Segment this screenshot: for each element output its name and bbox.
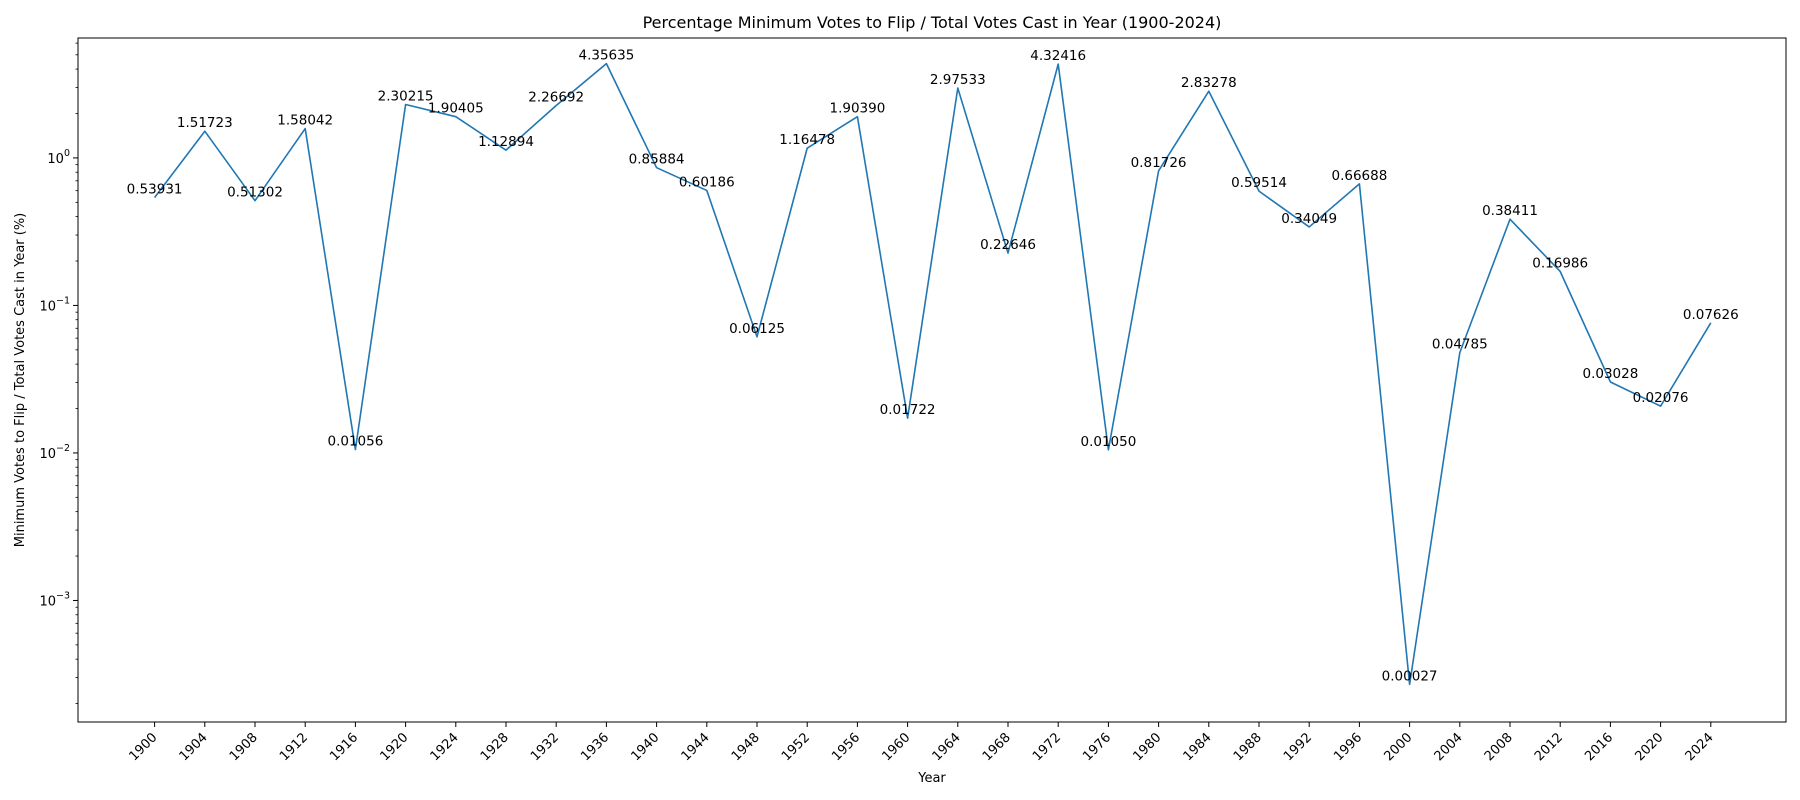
series-line — [153, 62, 1712, 686]
x-tick-label: 2012 — [1532, 730, 1566, 764]
data-label: 1.16478 — [779, 132, 835, 148]
x-tick-label: 1940 — [628, 730, 662, 764]
data-label: 0.34049 — [1281, 211, 1337, 227]
data-label: 0.59514 — [1231, 175, 1287, 191]
x-tick-label: 1960 — [879, 730, 913, 764]
x-tick-label: 2016 — [1582, 730, 1616, 764]
data-label: 4.35635 — [578, 48, 634, 64]
data-label: 2.26692 — [528, 89, 584, 105]
x-tick-label: 1944 — [679, 730, 713, 764]
x-tick-label: 1992 — [1281, 730, 1315, 764]
plot-area-border — [77, 37, 1787, 723]
y-tick-label: 10−1 — [39, 295, 70, 314]
data-label: 1.51723 — [177, 115, 233, 131]
x-tick-label: 2020 — [1632, 730, 1666, 764]
data-label: 2.30215 — [378, 88, 434, 104]
plot-frame — [77, 37, 1787, 723]
y-axis-ticks: 10−3 10−2 10−1 100 — [39, 42, 78, 704]
x-tick-label: 1900 — [126, 730, 160, 764]
data-label: 0.01050 — [1080, 434, 1136, 450]
data-label: 0.51302 — [227, 185, 283, 201]
data-label: 0.01722 — [880, 402, 936, 418]
data-label: 0.66688 — [1331, 168, 1387, 184]
x-tick-label: 1996 — [1331, 730, 1365, 764]
data-labels: 0.53931 1.51723 0.51302 1.58042 0.01056 2.302… — [127, 48, 1739, 685]
x-tick-label: 2004 — [1432, 730, 1466, 764]
x-tick-label: 1984 — [1181, 730, 1215, 764]
data-label: 1.90390 — [829, 101, 885, 117]
chart-title: Percentage Minimum Votes to Flip / Total… — [643, 13, 1222, 32]
data-label: 0.85884 — [629, 152, 685, 168]
y-tick-label: 100 — [47, 148, 70, 167]
x-tick-label: 1956 — [829, 730, 863, 764]
x-tick-label: 1936 — [578, 730, 612, 764]
data-label: 1.90405 — [428, 101, 484, 117]
x-tick-label: 1964 — [930, 730, 964, 764]
x-tick-label: 1952 — [779, 730, 813, 764]
x-axis-ticks: 1900 1904 1908 1912 1916 1920 1924 1928 1932 1936… — [126, 722, 1717, 764]
x-tick-label: 2000 — [1381, 730, 1415, 764]
x-tick-label: 1948 — [729, 730, 763, 764]
x-tick-label: 1932 — [528, 730, 562, 764]
data-label: 0.38411 — [1482, 203, 1538, 219]
x-tick-label: 2008 — [1482, 730, 1516, 764]
data-label: 0.02076 — [1633, 390, 1689, 406]
data-label: 2.83278 — [1181, 75, 1237, 91]
data-label: 0.00027 — [1382, 668, 1438, 684]
x-tick-label: 1988 — [1231, 730, 1265, 764]
y-tick-label: 10−3 — [39, 590, 70, 609]
x-tick-label: 1908 — [227, 730, 261, 764]
data-label: 0.60186 — [679, 174, 735, 190]
x-tick-label: 1972 — [1030, 730, 1064, 764]
x-tick-label: 2024 — [1683, 730, 1717, 764]
y-axis-label: Minimum Votes to Flip / Total Votes Cast… — [13, 213, 28, 548]
x-tick-label: 1968 — [980, 730, 1014, 764]
x-tick-label: 1904 — [177, 730, 211, 764]
data-label: 0.53931 — [127, 181, 183, 197]
data-label: 4.32416 — [1030, 48, 1086, 64]
data-label: 2.97533 — [930, 72, 986, 88]
data-label: 0.03028 — [1582, 366, 1638, 382]
x-tick-label: 1976 — [1080, 730, 1114, 764]
data-label: 0.04785 — [1432, 337, 1488, 353]
data-label: 0.01056 — [327, 433, 383, 449]
series-line-group — [153, 62, 1712, 686]
data-label: 0.81726 — [1131, 155, 1187, 171]
data-label: 1.58042 — [277, 113, 333, 129]
y-tick-label: 10−2 — [39, 443, 70, 462]
data-label: 0.07626 — [1683, 307, 1739, 323]
x-axis-label: Year — [917, 771, 946, 786]
x-tick-label: 1920 — [377, 730, 411, 764]
data-label: 0.22646 — [980, 237, 1036, 253]
data-label: 0.16986 — [1532, 255, 1588, 271]
data-label: 1.12894 — [478, 134, 534, 150]
x-tick-label: 1924 — [428, 730, 462, 764]
x-tick-label: 1912 — [277, 730, 311, 764]
data-label: 0.06125 — [729, 321, 785, 337]
x-tick-label: 1916 — [327, 730, 361, 764]
x-tick-label: 1980 — [1130, 730, 1164, 764]
x-tick-label: 1928 — [478, 730, 512, 764]
